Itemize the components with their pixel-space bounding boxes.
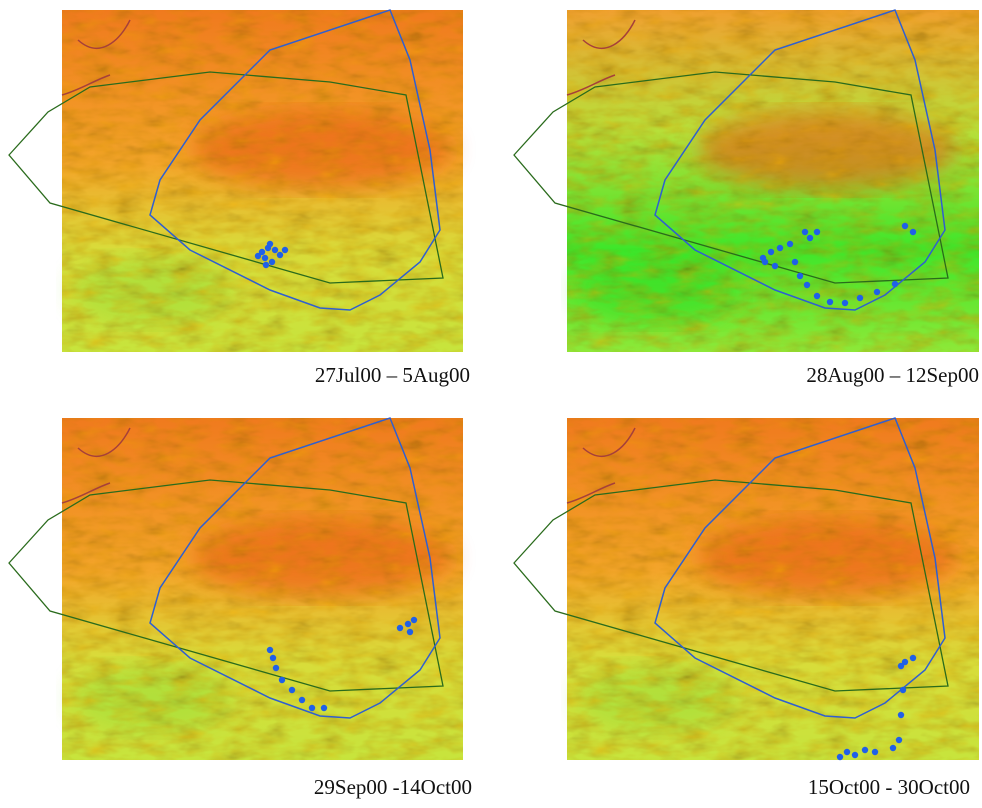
location-fix <box>844 749 850 755</box>
location-fix <box>309 705 315 711</box>
map-panel <box>514 10 979 352</box>
location-fix <box>896 737 902 743</box>
map-texture <box>567 418 979 760</box>
map-texture <box>62 418 463 760</box>
location-fix <box>267 647 273 653</box>
location-fix <box>892 281 898 287</box>
location-fix <box>255 253 261 259</box>
location-fix <box>269 259 275 265</box>
location-fix <box>874 289 880 295</box>
map-panel <box>9 418 463 760</box>
location-fix <box>273 665 279 671</box>
location-fix <box>772 263 778 269</box>
location-fix <box>267 241 273 247</box>
caption: 29Sep00 -14Oct00 <box>314 775 472 799</box>
figure: 27Jul00 – 5Aug00 28Aug00 – 12Sep00 29Sep00… <box>0 0 982 808</box>
location-fix <box>857 295 863 301</box>
map-texture <box>62 10 463 352</box>
location-fix <box>282 247 288 253</box>
location-fix <box>787 241 793 247</box>
location-fix <box>842 300 848 306</box>
caption: 28Aug00 – 12Sep00 <box>806 363 979 387</box>
location-fix <box>411 617 417 623</box>
location-fix <box>299 697 305 703</box>
location-fix <box>768 249 774 255</box>
location-fix <box>405 621 411 627</box>
location-fix <box>279 677 285 683</box>
location-fix <box>900 687 906 693</box>
location-fix <box>263 262 269 268</box>
location-fix <box>814 229 820 235</box>
caption: 27Jul00 – 5Aug00 <box>315 363 470 387</box>
location-fix <box>792 259 798 265</box>
location-fix <box>827 299 833 305</box>
location-fix <box>321 705 327 711</box>
location-fix <box>802 229 808 235</box>
location-fix <box>910 229 916 235</box>
location-fix <box>289 687 295 693</box>
location-fix <box>797 273 803 279</box>
location-fix <box>762 259 768 265</box>
location-fix <box>277 252 283 258</box>
location-fix <box>807 235 813 241</box>
location-fix <box>397 625 403 631</box>
location-fix <box>872 749 878 755</box>
location-fix <box>837 754 843 760</box>
location-fix <box>804 282 810 288</box>
location-fix <box>852 752 858 758</box>
location-fix <box>898 663 904 669</box>
location-fix <box>777 245 783 251</box>
location-fix <box>272 247 278 253</box>
location-fix <box>898 712 904 718</box>
location-fix <box>814 293 820 299</box>
location-fix <box>862 747 868 753</box>
map-panel <box>9 10 463 352</box>
map-panel <box>514 418 979 760</box>
location-fix <box>910 655 916 661</box>
location-fix <box>270 655 276 661</box>
location-fix <box>890 745 896 751</box>
caption: 15Oct00 - 30Oct00 <box>808 775 970 799</box>
location-fix <box>407 629 413 635</box>
location-fix <box>902 223 908 229</box>
location-fix <box>262 255 268 261</box>
map-texture <box>567 10 979 352</box>
